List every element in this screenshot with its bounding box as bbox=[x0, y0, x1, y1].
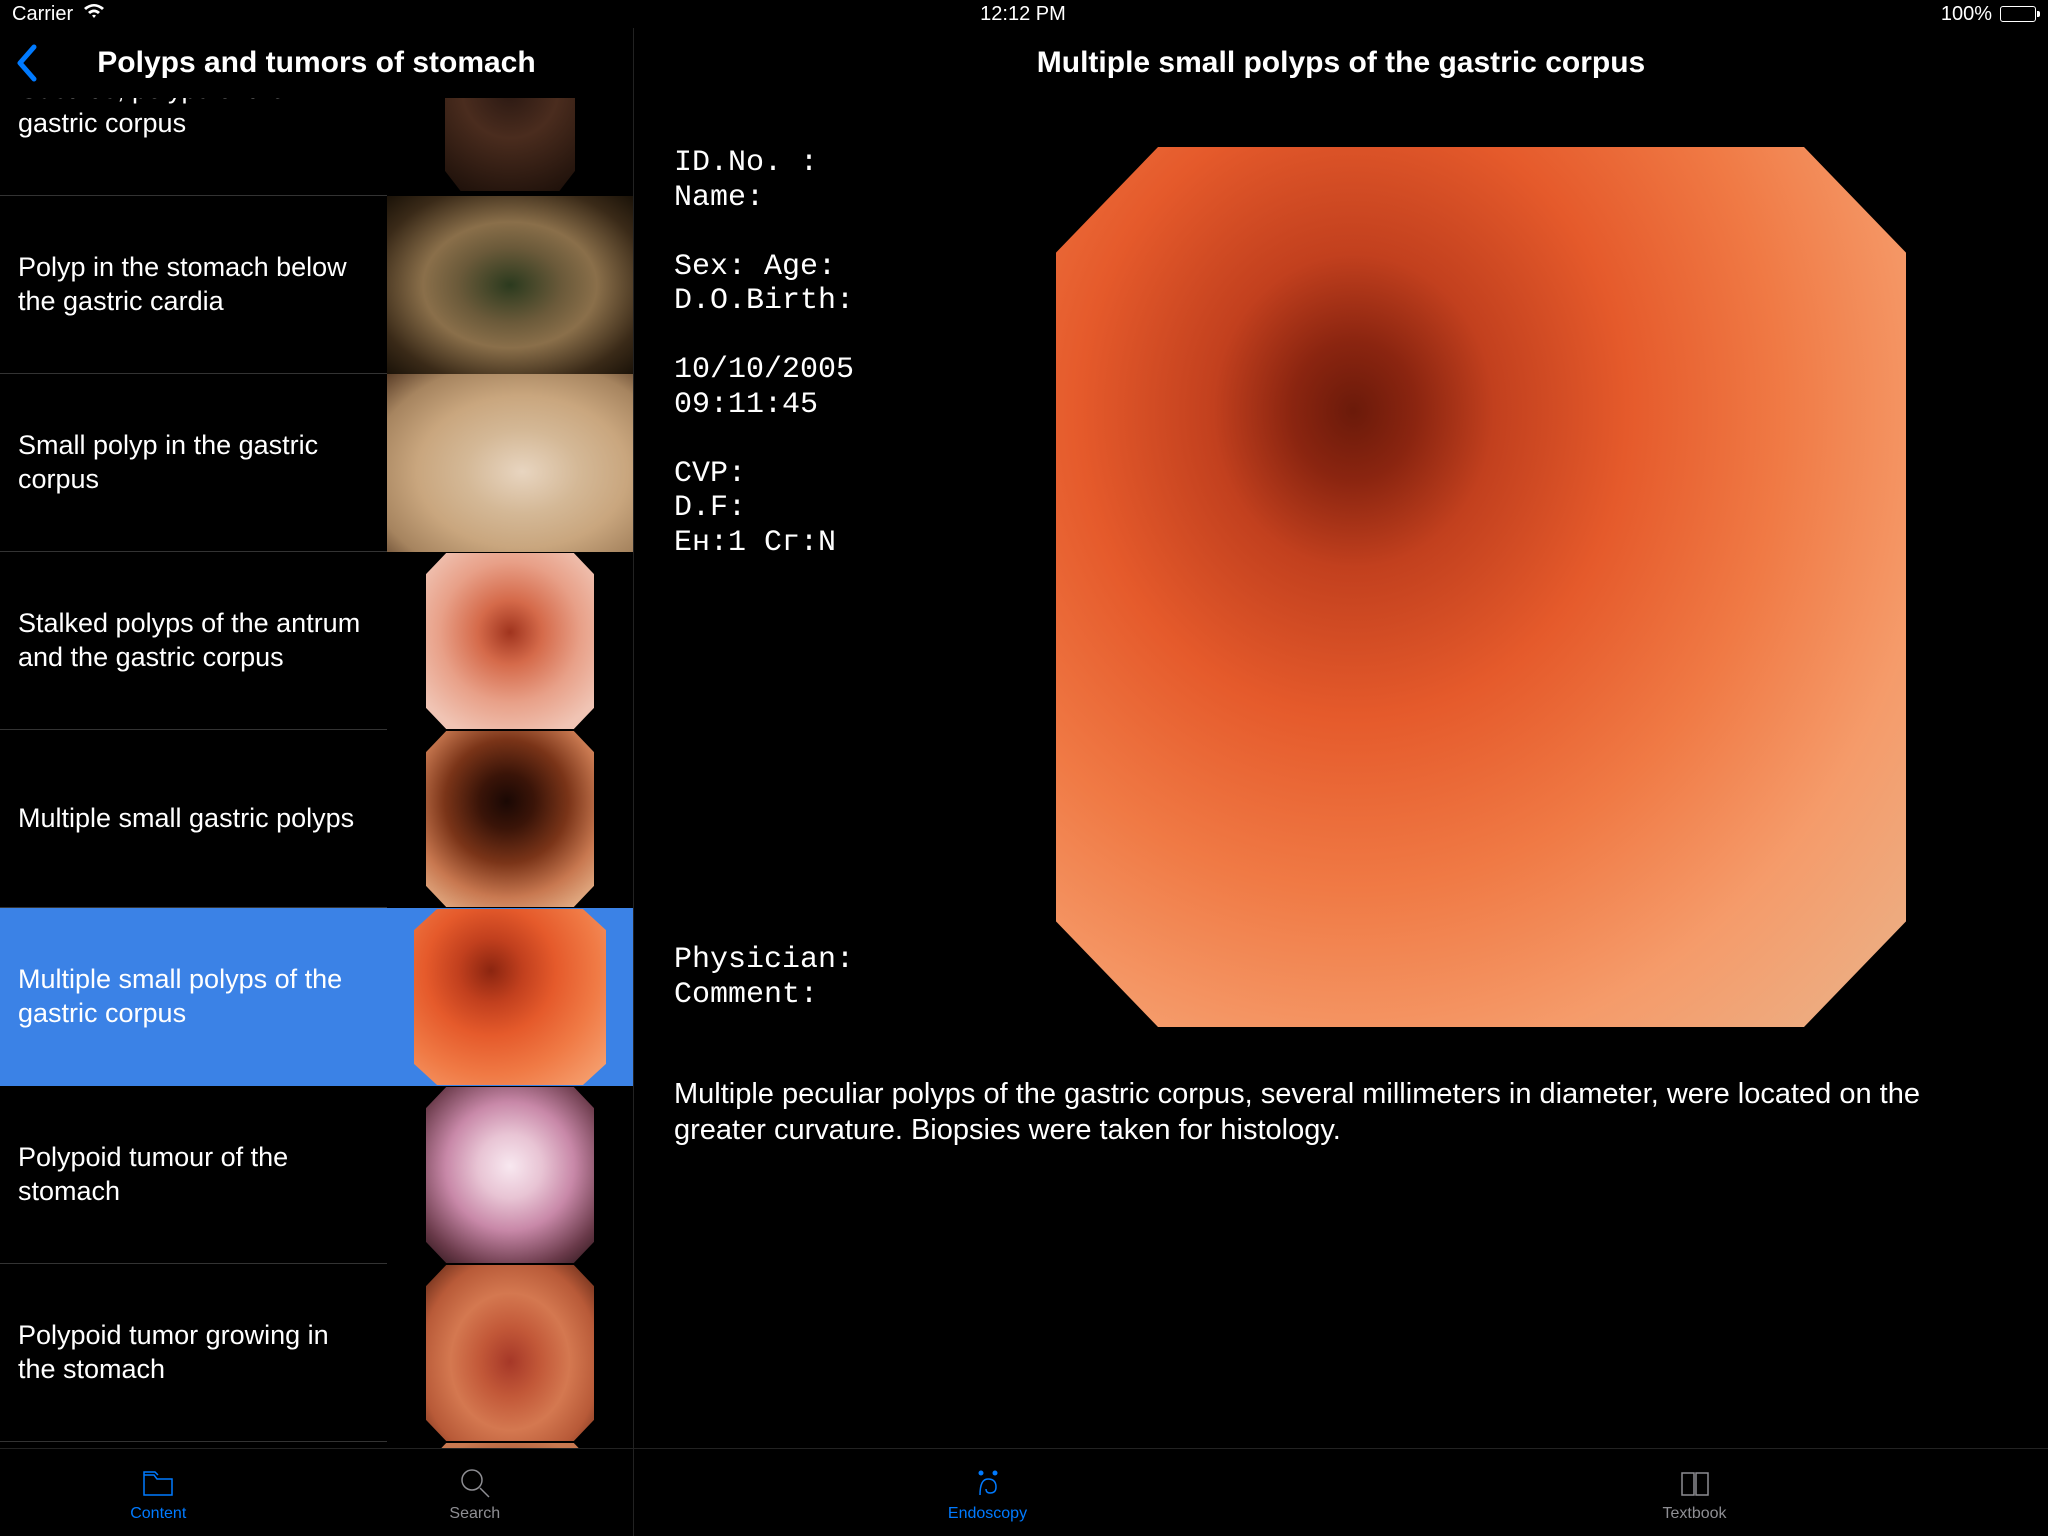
book-icon bbox=[1675, 1463, 1715, 1503]
list-item[interactable]: Multiple small polyps of the gastric cor… bbox=[0, 908, 633, 1086]
list-item-label: Polypoid tumour of the stomach bbox=[0, 1141, 388, 1209]
meta-physician: Physician: bbox=[674, 943, 954, 978]
tab-label: Textbook bbox=[1662, 1505, 1726, 1523]
list-item[interactable]: Polypoid tumor growing in the stomach bbox=[0, 1264, 633, 1442]
list-item[interactable]: A tumour infiltrating the stomach bbox=[0, 1442, 633, 1448]
content-pane: Multiple small polyps of the gastric cor… bbox=[634, 28, 2048, 1536]
tab-label: Endoscopy bbox=[948, 1505, 1027, 1523]
meta-sex-age: Sex: Age: bbox=[674, 250, 954, 285]
meta-name: Name: bbox=[674, 181, 954, 216]
status-time: 12:12 PM bbox=[980, 3, 1066, 26]
meta-dob: D.O.Birth: bbox=[674, 284, 954, 319]
meta-comment: Comment: bbox=[674, 978, 954, 1013]
meta-date: 10/10/2005 bbox=[674, 353, 954, 388]
folder-icon bbox=[138, 1463, 178, 1503]
list-item-thumbnail bbox=[387, 98, 633, 196]
tab-textbook[interactable]: Textbook bbox=[1341, 1449, 2048, 1536]
list-item-thumbnail bbox=[387, 730, 633, 908]
list-item-label: Stalked polyps of the antrum and the gas… bbox=[0, 607, 388, 675]
list-item-thumbnail bbox=[387, 552, 633, 730]
sidebar-list[interactable]: Gastritis, polyps of the gastric corpus P… bbox=[0, 98, 633, 1448]
battery-pct: 100% bbox=[1941, 3, 1992, 26]
list-item[interactable]: Gastritis, polyps of the gastric corpus bbox=[0, 98, 633, 196]
tab-content[interactable]: Content bbox=[0, 1449, 317, 1536]
status-bar: Carrier 12:12 PM 100% bbox=[0, 0, 2048, 28]
list-item-thumbnail bbox=[387, 1442, 633, 1448]
endoscopy-image-frame: ID.No. : Name: Sex: Age: D.O.Birth: 10/1… bbox=[674, 122, 2008, 1052]
tab-label: Search bbox=[449, 1505, 500, 1523]
list-item-label: Polyp in the stomach below the gastric c… bbox=[0, 251, 388, 319]
sidebar-tabbar: Content Search bbox=[0, 1448, 633, 1536]
content-title: Multiple small polyps of the gastric cor… bbox=[634, 28, 2048, 98]
list-item-label: Small polyp in the gastric corpus bbox=[0, 429, 388, 497]
list-item[interactable]: Polypoid tumour of the stomach bbox=[0, 1086, 633, 1264]
meta-time: 09:11:45 bbox=[674, 388, 954, 423]
list-item-label: Gastritis, polyps of the gastric corpus bbox=[0, 98, 388, 141]
list-item[interactable]: Small polyp in the gastric corpus bbox=[0, 374, 633, 552]
endoscopy-image[interactable] bbox=[1056, 147, 1906, 1027]
list-item-thumbnail bbox=[387, 908, 633, 1086]
search-icon bbox=[455, 1463, 495, 1503]
meta-eh: Eн:1 Cг:N bbox=[674, 526, 954, 561]
tab-label: Content bbox=[130, 1505, 186, 1523]
sidebar-title: Polyps and tumors of stomach bbox=[16, 46, 617, 80]
list-item-thumbnail bbox=[387, 374, 633, 552]
list-item[interactable]: Stalked polyps of the antrum and the gas… bbox=[0, 552, 633, 730]
list-item-label: Multiple small gastric polyps bbox=[0, 802, 388, 836]
list-item[interactable]: Multiple small gastric polyps bbox=[0, 730, 633, 908]
content-tabbar: Endoscopy Textbook bbox=[634, 1448, 2048, 1536]
meta-df: D.F: bbox=[674, 491, 954, 526]
meta-cvp: CVP: bbox=[674, 457, 954, 492]
tab-endoscopy[interactable]: Endoscopy bbox=[634, 1449, 1341, 1536]
sidebar: Polyps and tumors of stomach Gastritis, … bbox=[0, 28, 634, 1536]
tab-search[interactable]: Search bbox=[317, 1449, 634, 1536]
endoscopy-metadata: ID.No. : Name: Sex: Age: D.O.Birth: 10/1… bbox=[674, 122, 954, 1052]
list-item-thumbnail bbox=[387, 1264, 633, 1442]
list-item-thumbnail bbox=[387, 196, 633, 374]
list-item-label: Multiple small polyps of the gastric cor… bbox=[0, 963, 388, 1031]
endoscopy-icon bbox=[968, 1463, 1008, 1503]
meta-id: ID.No. : bbox=[674, 146, 954, 181]
case-description: Multiple peculiar polyps of the gastric … bbox=[674, 1052, 2008, 1149]
list-item-label: Polypoid tumor growing in the stomach bbox=[0, 1319, 388, 1387]
list-item-thumbnail bbox=[387, 1086, 633, 1264]
list-item[interactable]: Polyp in the stomach below the gastric c… bbox=[0, 196, 633, 374]
sidebar-header: Polyps and tumors of stomach bbox=[0, 28, 633, 98]
wifi-icon bbox=[83, 3, 105, 26]
carrier-label: Carrier bbox=[12, 3, 73, 26]
battery-icon bbox=[2000, 6, 2036, 22]
